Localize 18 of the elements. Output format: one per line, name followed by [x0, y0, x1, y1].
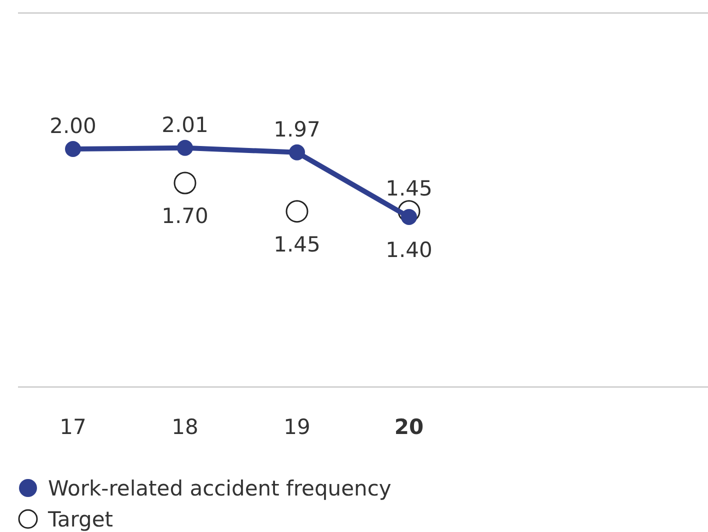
data-label: 1.97	[274, 117, 320, 142]
data-label: 2.00	[50, 114, 96, 138]
point	[286, 200, 308, 223]
data-label: 1.40	[386, 238, 432, 262]
x-tick-label: 19	[284, 415, 310, 439]
x-tick-label: 20	[394, 415, 424, 439]
legend-label: Work-related accident frequency	[48, 476, 392, 500]
x-tick-label: 17	[60, 415, 86, 439]
point	[289, 144, 305, 160]
point	[174, 172, 196, 194]
data-label: 1.45	[274, 232, 320, 256]
data-label: 1.70	[162, 204, 208, 228]
point	[177, 140, 193, 156]
data-label: 1.45	[386, 176, 432, 200]
point	[65, 141, 81, 157]
data-label: 2.01	[162, 112, 208, 137]
legend-label: Target	[47, 508, 113, 532]
x-tick-label: 18	[172, 415, 198, 439]
